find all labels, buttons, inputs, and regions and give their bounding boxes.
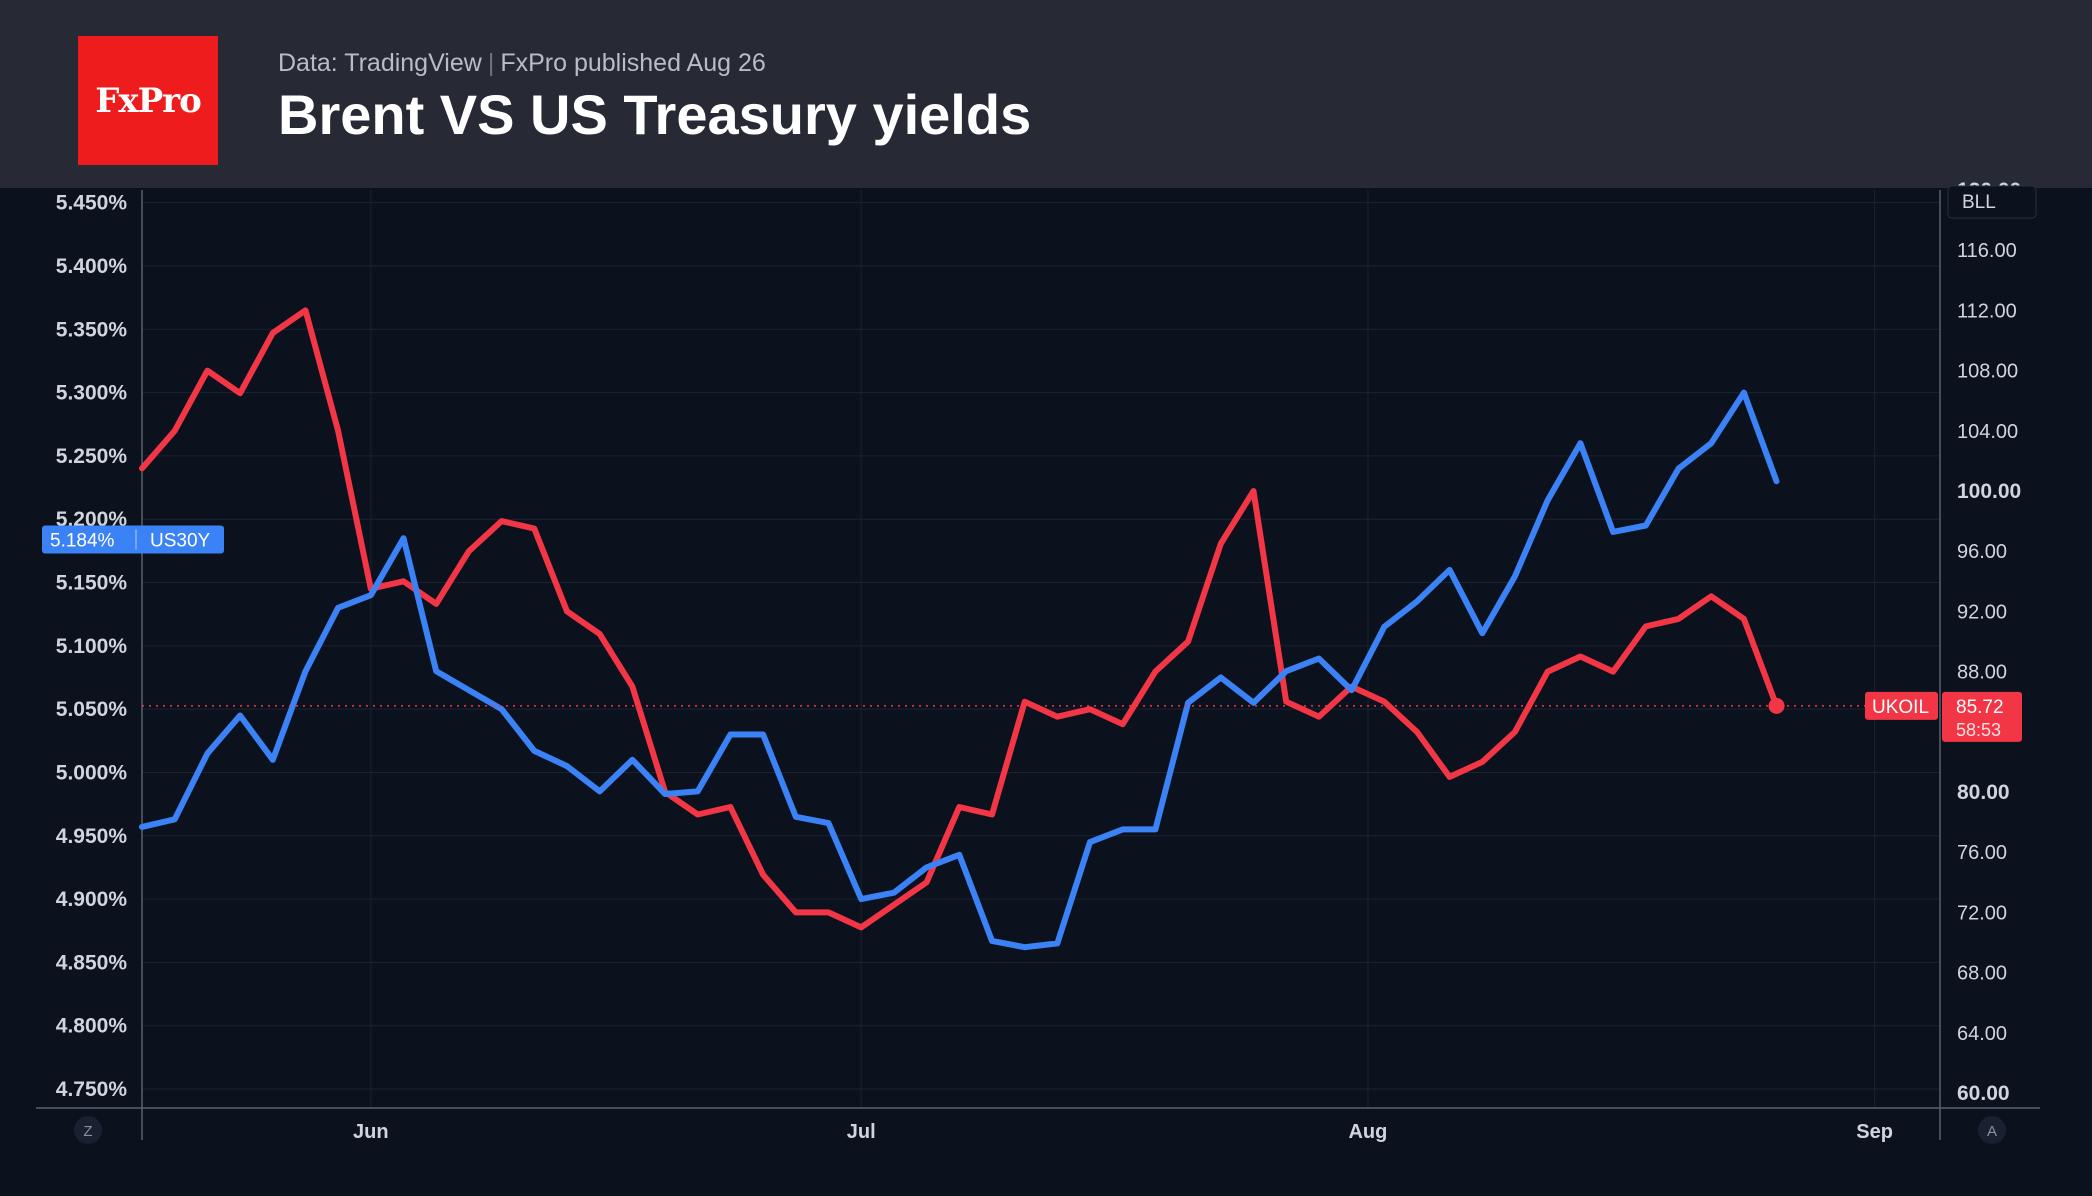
right-tick-label: 96.00 bbox=[1957, 541, 2007, 563]
ukoil-series-name: UKOIL bbox=[1872, 697, 1929, 718]
right-tick-label: 80.00 bbox=[1957, 781, 2010, 804]
ukoil-line bbox=[139, 307, 1780, 931]
left-tick-label: 5.100% bbox=[56, 635, 128, 658]
x-tick-label: Jul bbox=[847, 1121, 876, 1143]
right-tick-label: 108.00 bbox=[1957, 361, 2018, 383]
right-tick-label: 60.00 bbox=[1957, 1082, 2010, 1105]
us30y-value-text: 5.184% bbox=[50, 530, 115, 551]
left-tick-label: 5.400% bbox=[56, 255, 128, 278]
left-tick-label: 4.750% bbox=[56, 1078, 128, 1101]
left-tick-label: 5.150% bbox=[56, 572, 128, 595]
left-tick-label: 5.300% bbox=[56, 382, 128, 405]
grid bbox=[142, 190, 1940, 1108]
x-tick-label: Jun bbox=[353, 1121, 389, 1143]
ukoil-price-label bbox=[1942, 691, 2022, 742]
auto-scale-button-label: A bbox=[1987, 1123, 1997, 1140]
left-tick-label: 5.200% bbox=[56, 508, 128, 531]
left-tick-label: 5.000% bbox=[56, 761, 128, 784]
ukoil-price-text: 85.72 bbox=[1956, 697, 2004, 718]
chart-header: FxPro Data: TradingView | FxPro published … bbox=[0, 0, 2092, 188]
ukoil-name-label bbox=[1865, 691, 1938, 720]
us30y-line bbox=[139, 389, 1780, 951]
left-tick-label: 5.450% bbox=[56, 192, 128, 215]
separator: | bbox=[487, 49, 495, 77]
source-line: Data: TradingView | FxPro published Aug 26 bbox=[278, 49, 766, 78]
axes: 5.450% 5.400% 5.350% 5.300% 5.250% 5.200% 5.15… bbox=[36, 179, 2040, 1144]
right-tick-label: 104.00 bbox=[1957, 421, 2018, 443]
left-tick-label: 4.850% bbox=[56, 951, 128, 974]
left-tick-label: 5.250% bbox=[56, 445, 128, 468]
ukoil-last-point bbox=[1768, 697, 1785, 714]
right-tick-label: 72.00 bbox=[1957, 902, 2007, 924]
left-tick-label: 4.950% bbox=[56, 825, 128, 848]
right-tick-label: 116.00 bbox=[1957, 240, 2017, 262]
right-tick-label: 76.00 bbox=[1957, 842, 2007, 864]
chart-title: Brent VS US Treasury yields bbox=[278, 83, 1032, 146]
right-tick-label: 100.00 bbox=[1957, 480, 2021, 503]
left-tick-label: 5.050% bbox=[56, 698, 128, 721]
scale-badge bbox=[1947, 185, 2037, 219]
x-tick-label: Aug bbox=[1348, 1121, 1387, 1143]
ukoil-countdown-text: 58:53 bbox=[1956, 720, 2001, 740]
right-tick-label: 92.00 bbox=[1957, 601, 2007, 623]
right-tick-label: 64.00 bbox=[1957, 1023, 2007, 1045]
data-source: Data: TradingView bbox=[278, 49, 482, 77]
left-tick-label: 4.800% bbox=[56, 1015, 128, 1038]
fxpro-logo: FxPro bbox=[78, 36, 218, 165]
series-lines bbox=[139, 307, 1940, 951]
auto-zoom-button-label: Z bbox=[83, 1123, 92, 1140]
x-tick-label: Sep bbox=[1856, 1121, 1893, 1143]
auto-scale-button bbox=[1978, 1116, 2006, 1144]
scale-badge-label: BLL bbox=[1962, 192, 1996, 213]
published-date: FxPro published Aug 26 bbox=[500, 49, 766, 77]
right-tick-label: 88.00 bbox=[1957, 662, 2007, 684]
right-tick-label: 112.00 bbox=[1957, 300, 2017, 322]
auto-zoom-button bbox=[74, 1116, 102, 1144]
left-tick-label: 5.350% bbox=[56, 318, 128, 341]
left-tick-label: 4.900% bbox=[56, 888, 128, 911]
us30y-value-label bbox=[42, 525, 224, 554]
right-tick-label: 68.00 bbox=[1957, 963, 2007, 985]
us30y-series-name: US30Y bbox=[150, 530, 211, 551]
